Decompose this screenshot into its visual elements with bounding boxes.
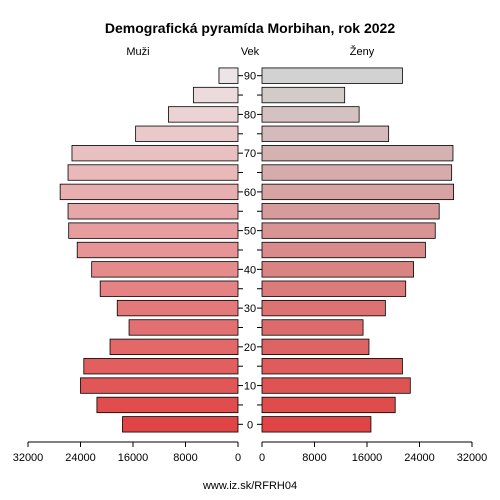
- bar-women-age-65: [261, 164, 453, 181]
- bar-women-age-5: [261, 396, 396, 414]
- bar-men-age-35: [99, 280, 239, 297]
- bar-men-age-20: [109, 338, 239, 355]
- x-axis: 32000 24000 16000 8000 0 0 8000 16000 24000 32000: [13, 441, 488, 464]
- men-bars: [59, 67, 239, 433]
- x-tick-label-left: 0: [235, 452, 241, 464]
- chart-title: Demografická pyramída Morbihan, rok 2022: [105, 20, 395, 36]
- bar-men-age-0: [122, 416, 239, 433]
- x-tick-label-left: 24000: [65, 452, 96, 464]
- bar-women-age-45: [261, 241, 426, 259]
- bar-men-age-15: [83, 358, 239, 375]
- bar-women-age-35: [261, 280, 407, 297]
- bar-men-age-75: [135, 125, 239, 142]
- bar-men-age-55: [67, 203, 239, 220]
- age-label-70: 70: [244, 148, 256, 160]
- bar-men-age-40: [91, 261, 239, 278]
- x-tick-label-left: 32000: [13, 452, 44, 464]
- women-bars: [261, 67, 455, 433]
- bar-women-age-85: [261, 86, 346, 104]
- age-label-50: 50: [244, 226, 256, 238]
- right-label-women: Ženy: [350, 45, 375, 58]
- age-label-60: 60: [244, 187, 256, 199]
- bar-women-age-20: [261, 338, 370, 355]
- bar-men-age-45: [76, 241, 239, 259]
- left-label-men: Muži: [126, 46, 149, 58]
- bar-women-age-50: [261, 222, 436, 239]
- x-tick-label-left: 16000: [118, 452, 149, 464]
- bar-men-age-85: [192, 86, 239, 104]
- age-label-0: 0: [247, 419, 253, 431]
- bar-men-age-30: [116, 299, 239, 317]
- footer-source: www.iz.sk/RFRH04: [202, 480, 297, 492]
- x-tick-label-right: 24000: [404, 452, 435, 464]
- bar-men-age-10: [80, 377, 239, 394]
- x-tick-label-left: 8000: [173, 452, 197, 464]
- x-tick-label-right: 32000: [457, 452, 488, 464]
- bar-men-age-70: [71, 145, 239, 162]
- x-tick-label-right: 8000: [302, 452, 326, 464]
- age-axis: 0 10 20 30 40 50 60 70 80 90: [238, 71, 262, 431]
- age-label-10: 10: [244, 381, 256, 393]
- bar-women-age-15: [261, 358, 403, 375]
- bar-women-age-40: [261, 261, 414, 278]
- bar-women-age-10: [261, 377, 411, 394]
- age-label-80: 80: [244, 109, 256, 121]
- bar-women-age-55: [261, 203, 440, 220]
- age-label-30: 30: [244, 303, 256, 315]
- bar-men-age-50: [68, 222, 239, 239]
- bar-men-age-80: [168, 106, 239, 123]
- age-label-20: 20: [244, 342, 256, 354]
- bar-women-age-90: [261, 67, 403, 84]
- bar-women-age-80: [261, 106, 360, 123]
- bar-women-age-0: [261, 416, 372, 433]
- bar-women-age-60: [261, 183, 455, 201]
- x-tick-label-right: 16000: [352, 452, 383, 464]
- bar-women-age-70: [261, 145, 454, 162]
- age-label-90: 90: [244, 71, 256, 83]
- bar-women-age-75: [261, 125, 390, 142]
- center-label-age: Vek: [241, 46, 260, 58]
- bar-men-age-25: [128, 319, 239, 336]
- x-tick-label-right: 0: [259, 452, 265, 464]
- bar-men-age-60: [59, 183, 239, 201]
- bar-women-age-30: [261, 299, 386, 317]
- age-label-40: 40: [244, 264, 256, 276]
- bar-women-age-25: [261, 319, 364, 336]
- bar-men-age-5: [96, 396, 239, 414]
- bar-men-age-90: [218, 67, 239, 84]
- bar-men-age-65: [67, 164, 239, 181]
